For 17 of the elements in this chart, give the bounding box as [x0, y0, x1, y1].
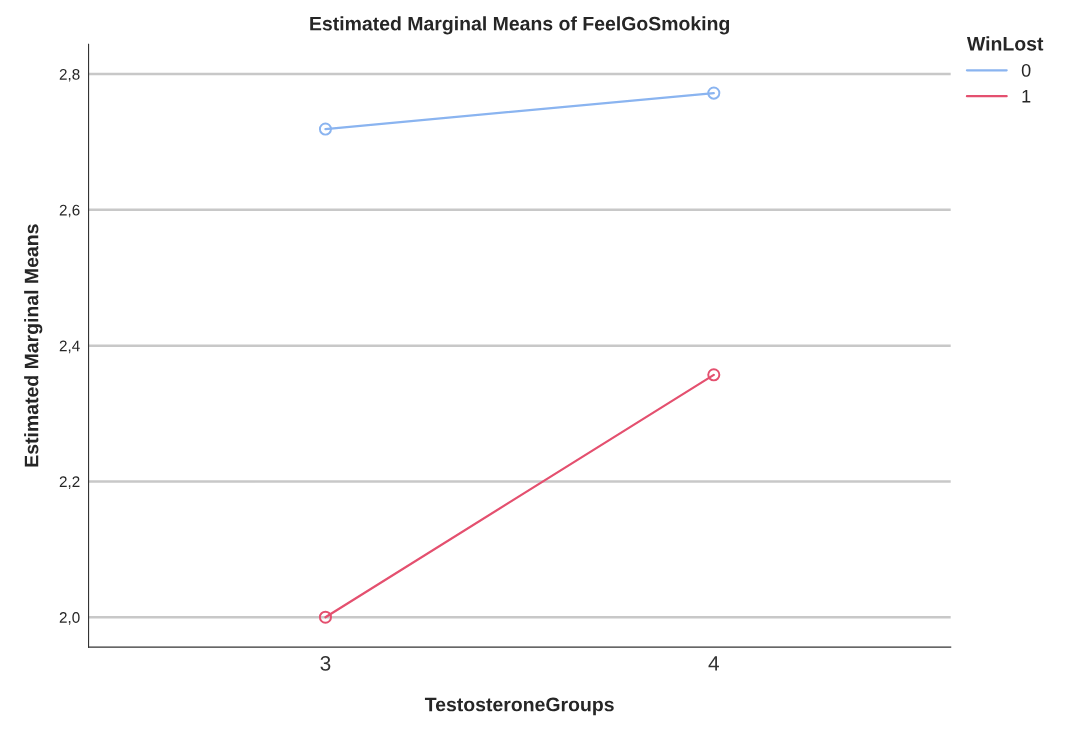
point [707, 368, 721, 382]
x-axis-title: TestosteroneGroups [424, 697, 614, 716]
x-tick-label: 4 [708, 656, 719, 671]
point [318, 610, 332, 624]
y-tick-label: 2,6 [59, 204, 80, 218]
x-tick-label: 3 [320, 655, 331, 671]
chart-title: Estimated Marginal Means of FeelGoSmoking [310, 16, 730, 35]
y-tick-label: 2,0 [59, 612, 80, 625]
legend-title: WinLost [966, 36, 1044, 51]
y-tick-label: 2,8 [59, 68, 80, 82]
point [318, 122, 332, 136]
y-tick-label: 2,2 [59, 476, 80, 489]
point [707, 86, 721, 100]
y-axis-title: Estimated Marginal Means [24, 224, 43, 467]
legend-label: 1 [1022, 90, 1031, 103]
y-tick-label: 2,4 [59, 340, 80, 354]
legend-label: 0 [1021, 63, 1031, 77]
